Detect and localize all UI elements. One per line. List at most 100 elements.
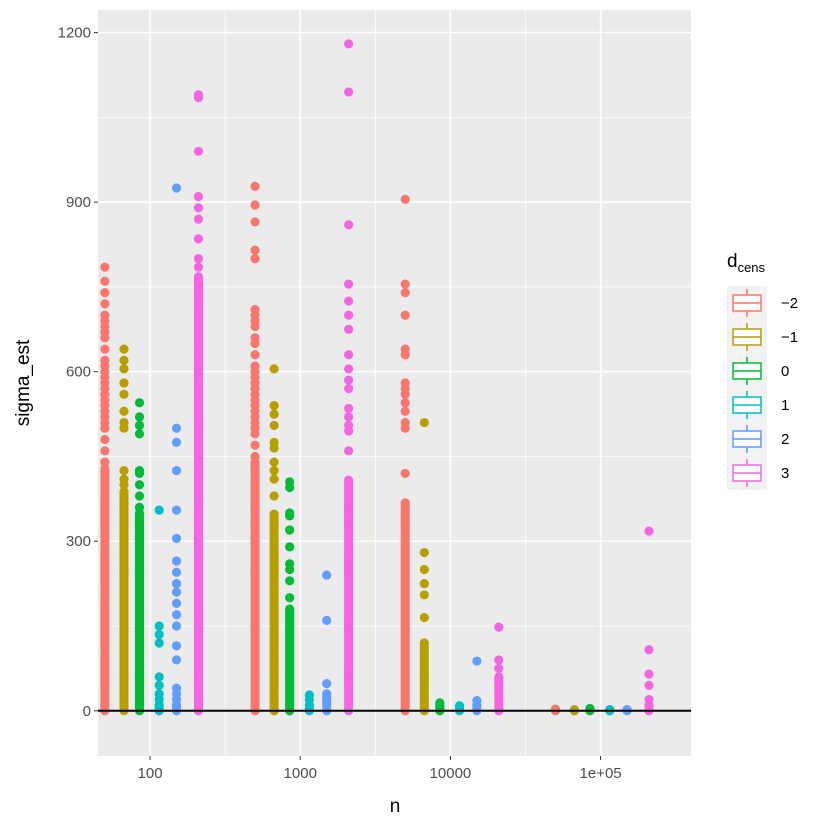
data-point bbox=[494, 672, 504, 682]
data-point bbox=[269, 491, 279, 501]
data-point bbox=[322, 689, 332, 699]
legend-label: −1 bbox=[781, 329, 798, 346]
legend-item: 1 bbox=[727, 388, 789, 422]
legend-label: 0 bbox=[781, 363, 789, 380]
data-point bbox=[193, 262, 204, 272]
data-point bbox=[344, 364, 354, 374]
data-point bbox=[119, 474, 129, 484]
data-point bbox=[472, 656, 482, 666]
x-tick-label: 10000 bbox=[430, 765, 472, 782]
x-tick-label: 100 bbox=[138, 765, 163, 782]
data-point bbox=[344, 375, 354, 385]
data-point bbox=[154, 638, 164, 648]
data-point bbox=[269, 420, 279, 430]
data-point bbox=[171, 621, 182, 631]
series-points bbox=[119, 344, 580, 716]
data-point bbox=[171, 567, 182, 577]
legend-label: 3 bbox=[781, 465, 789, 482]
data-point bbox=[193, 214, 204, 224]
data-point bbox=[119, 389, 129, 399]
data-point bbox=[269, 409, 279, 419]
data-point bbox=[193, 146, 204, 156]
data-point bbox=[119, 406, 129, 416]
data-point bbox=[171, 423, 182, 433]
data-point bbox=[344, 475, 354, 485]
data-point bbox=[171, 437, 182, 447]
data-point bbox=[100, 457, 110, 467]
legend-label: 1 bbox=[781, 397, 789, 414]
data-point bbox=[285, 477, 295, 487]
data-point bbox=[344, 384, 354, 394]
legend-label: 2 bbox=[781, 431, 789, 448]
data-point bbox=[100, 310, 110, 320]
series-points bbox=[193, 39, 654, 716]
data-point bbox=[400, 378, 410, 388]
data-point bbox=[100, 446, 110, 456]
data-point bbox=[134, 429, 145, 439]
data-point bbox=[419, 638, 429, 648]
data-point bbox=[344, 324, 354, 334]
data-point bbox=[644, 669, 654, 679]
data-point bbox=[344, 87, 354, 97]
data-point bbox=[154, 629, 164, 640]
data-point bbox=[171, 683, 182, 693]
data-point bbox=[171, 579, 182, 589]
data-point bbox=[344, 403, 354, 414]
data-point bbox=[494, 663, 504, 674]
data-point bbox=[171, 183, 182, 193]
data-point bbox=[569, 705, 580, 715]
data-point bbox=[344, 220, 354, 230]
y-tick-label: 300 bbox=[66, 533, 91, 550]
data-point bbox=[171, 533, 182, 544]
data-point bbox=[285, 593, 295, 603]
data-point bbox=[269, 457, 279, 467]
data-point bbox=[154, 689, 164, 699]
data-point bbox=[193, 90, 204, 100]
y-tick-label: 1200 bbox=[58, 25, 91, 42]
data-point bbox=[400, 310, 410, 320]
series-points bbox=[134, 398, 595, 716]
data-point bbox=[250, 245, 260, 255]
data-point bbox=[134, 480, 145, 490]
data-point bbox=[119, 486, 129, 497]
data-point bbox=[250, 254, 260, 264]
data-point bbox=[400, 417, 410, 428]
data-point bbox=[494, 655, 504, 665]
data-point bbox=[285, 576, 295, 586]
data-point bbox=[154, 621, 164, 631]
data-point bbox=[100, 299, 110, 309]
legend-label: −2 bbox=[781, 295, 798, 312]
legend-title-main: d bbox=[727, 251, 738, 272]
data-point bbox=[154, 672, 164, 682]
data-point bbox=[134, 398, 145, 408]
data-point bbox=[322, 679, 332, 689]
data-point bbox=[119, 355, 129, 365]
data-point bbox=[550, 704, 560, 714]
data-point bbox=[344, 279, 354, 289]
series-points bbox=[100, 181, 560, 716]
plot-panel bbox=[98, 10, 691, 756]
data-point bbox=[269, 474, 279, 484]
data-point bbox=[269, 364, 279, 374]
data-point bbox=[100, 355, 110, 365]
y-axis-title: sigma_est bbox=[13, 339, 34, 426]
data-point bbox=[400, 287, 410, 298]
data-point bbox=[285, 604, 295, 614]
data-point bbox=[644, 526, 654, 536]
data-point bbox=[285, 508, 295, 518]
legend-item: −1 bbox=[727, 320, 798, 354]
data-point bbox=[193, 191, 204, 202]
data-point bbox=[285, 559, 295, 569]
data-point bbox=[119, 364, 129, 374]
data-point bbox=[100, 344, 110, 354]
legend-keys: −2 −1 0 1 2 3 bbox=[727, 286, 798, 490]
data-point bbox=[250, 333, 260, 343]
data-point bbox=[494, 622, 504, 632]
data-point bbox=[100, 464, 110, 474]
data-point bbox=[344, 350, 354, 360]
data-point bbox=[119, 417, 129, 428]
data-point bbox=[171, 465, 182, 476]
data-point bbox=[171, 641, 182, 651]
data-point bbox=[472, 696, 482, 706]
legend-item: 2 bbox=[727, 422, 789, 456]
